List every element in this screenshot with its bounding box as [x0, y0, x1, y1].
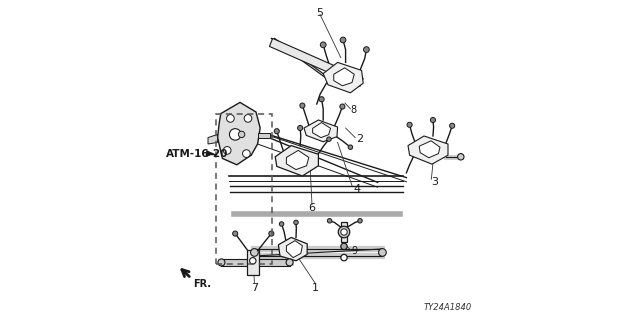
- Polygon shape: [304, 120, 338, 142]
- Circle shape: [364, 47, 369, 52]
- Circle shape: [223, 147, 231, 154]
- Circle shape: [407, 122, 412, 127]
- Text: 8: 8: [351, 105, 357, 116]
- Bar: [216, 114, 272, 264]
- Polygon shape: [247, 250, 259, 275]
- Polygon shape: [269, 38, 364, 86]
- Circle shape: [269, 231, 274, 236]
- Text: 1: 1: [312, 283, 319, 293]
- Text: 7: 7: [251, 283, 258, 293]
- Polygon shape: [208, 134, 218, 144]
- Text: 4: 4: [353, 184, 360, 194]
- Circle shape: [358, 219, 362, 223]
- Text: 6: 6: [308, 203, 316, 213]
- Text: 2: 2: [356, 134, 364, 144]
- Circle shape: [230, 129, 241, 140]
- Polygon shape: [278, 237, 307, 261]
- Circle shape: [294, 220, 298, 225]
- Circle shape: [227, 115, 234, 122]
- Polygon shape: [419, 141, 440, 158]
- Circle shape: [327, 137, 332, 141]
- Text: FR.: FR.: [193, 279, 211, 289]
- Circle shape: [300, 103, 305, 108]
- Circle shape: [430, 117, 435, 123]
- Circle shape: [218, 259, 225, 266]
- Polygon shape: [287, 241, 302, 258]
- Polygon shape: [287, 150, 308, 170]
- Circle shape: [250, 249, 258, 256]
- Circle shape: [339, 226, 349, 238]
- Polygon shape: [312, 123, 331, 138]
- Circle shape: [341, 243, 347, 250]
- Circle shape: [340, 37, 346, 43]
- Circle shape: [250, 258, 256, 264]
- Polygon shape: [275, 146, 319, 176]
- Circle shape: [275, 129, 280, 134]
- Circle shape: [319, 97, 324, 102]
- Polygon shape: [258, 133, 270, 138]
- Circle shape: [238, 131, 244, 138]
- Circle shape: [348, 145, 353, 149]
- Text: 9: 9: [351, 246, 357, 256]
- Text: 5: 5: [317, 8, 323, 18]
- Circle shape: [449, 123, 455, 128]
- Text: TY24A1840: TY24A1840: [424, 303, 472, 312]
- Polygon shape: [323, 62, 364, 93]
- Polygon shape: [334, 68, 355, 86]
- Circle shape: [379, 249, 386, 256]
- Polygon shape: [340, 222, 347, 242]
- Text: ATM-16-20: ATM-16-20: [166, 148, 228, 159]
- Polygon shape: [218, 102, 260, 165]
- Circle shape: [298, 125, 303, 131]
- Circle shape: [244, 115, 252, 122]
- Circle shape: [243, 150, 250, 157]
- Circle shape: [458, 154, 464, 160]
- Text: 3: 3: [431, 177, 438, 188]
- Circle shape: [341, 229, 347, 235]
- Circle shape: [341, 254, 347, 261]
- Circle shape: [286, 259, 293, 266]
- Circle shape: [340, 104, 345, 109]
- Circle shape: [280, 222, 284, 226]
- Circle shape: [233, 231, 238, 236]
- Circle shape: [321, 42, 326, 48]
- Polygon shape: [408, 136, 448, 164]
- Circle shape: [327, 219, 332, 223]
